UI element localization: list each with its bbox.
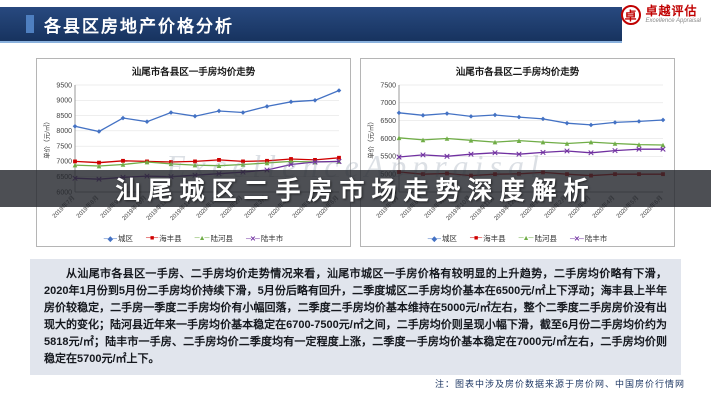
chart-title-first-hand: 汕尾市各县区一手房均价走势 [131,67,256,78]
data-source-note: 注：图表中涉及房价数据来源于房价网、中国房价行情网 [434,379,685,389]
legend-label: 陆丰市 [584,234,608,243]
legend-item: ─■─ 海丰县 [146,233,182,244]
logo-icon: 卓 [620,5,641,25]
legend-label: 海丰县 [159,234,182,243]
overlay-banner: 汕尾城区二手房市场走势深度解析 [0,170,711,207]
legend-marker-icon: ─▲─ [518,235,534,242]
line-chart-first-hand: 60006500700075008000850090009500单价（元/㎡）2… [41,78,346,236]
header-accent-bar [26,15,34,33]
svg-text:单价（元/㎡）: 单价（元/㎡） [42,118,51,159]
page-header: 各县区房地产价格分析 [0,7,622,43]
logo-subtitle: Excellence Appraisal [645,18,701,25]
legend-label: 陆河县 [534,234,558,243]
chart-panel-first-hand: 汕尾市各县区一手房均价走势 60006500700075008000850090… [36,58,351,247]
legend-item: ─✕─ 陆丰市 [246,233,283,244]
svg-text:7500: 7500 [380,82,396,89]
legend-item: ─▲─ 陆河县 [195,233,233,244]
company-logo: 卓 卓越评估 Excellence Appraisal [620,4,701,25]
legend-item: ─✕─ 陆丰市 [570,233,607,244]
charts-row: 汕尾市各县区一手房均价走势 6000 6500 7000 7500 8000 8500 90… [36,58,675,247]
legend-item: ─◆─ 城区 [104,233,133,244]
svg-text:5500: 5500 [380,154,396,161]
logo-name: 卓越评估 [645,4,698,18]
line-chart-second-hand: 4500500055006000650070007500单价（元/㎡）2019年… [365,78,670,236]
svg-text:9500: 9500 [56,82,72,89]
legend-label: 陆河县 [210,234,234,243]
legend-item: ─▲─ 陆河县 [519,233,557,244]
svg-text:8000: 8000 [56,128,72,135]
chart-title-second-hand: 汕尾市各县区二手房均价走势 [455,67,580,78]
legend-marker-icon: ─◆─ [103,235,117,243]
svg-text:7000: 7000 [380,100,396,107]
legend-label: 陆丰市 [260,234,284,243]
svg-text:6500: 6500 [380,118,396,125]
chart-legend-second-hand: ─◆─ 城区 ─■─ 海丰县 ─▲─ 陆河县 ─✕─ 陆丰市 [365,233,670,244]
legend-marker-icon: ─■─ [470,235,482,242]
svg-text:9000: 9000 [56,98,72,105]
legend-item: ─◆─ 城区 [428,233,457,244]
svg-text:8500: 8500 [56,113,72,120]
svg-text:7000: 7000 [56,159,72,166]
chart-panel-second-hand: 汕尾市各县区二手房均价走势 45005000550060006500700075… [360,58,675,247]
svg-text:6000: 6000 [380,136,396,143]
analysis-panel: 从汕尾市各县区一手房、二手房均价走势情况来看，汕尾市城区一手房价格有较明显的上升… [30,259,681,375]
analysis-text: 从汕尾市各县区一手房、二手房均价走势情况来看，汕尾市城区一手房价格有较明显的上升… [44,268,667,365]
legend-marker-icon: ─◆─ [427,235,441,243]
legend-label: 城区 [118,234,133,243]
legend-item: ─■─ 海丰县 [470,233,506,244]
legend-marker-icon: ─✕─ [246,235,260,243]
legend-marker-icon: ─▲─ [194,235,210,242]
svg-text:7500: 7500 [56,143,72,150]
chart-legend-first-hand: ─◆─ 城区 ─■─ 海丰县 ─▲─ 陆河县 ─✕─ 陆丰市 [41,233,346,244]
legend-marker-icon: ─✕─ [570,235,584,243]
page-title: 各县区房地产价格分析 [44,16,234,36]
svg-text:单价（元/㎡）: 单价（元/㎡） [366,118,375,159]
overlay-title: 汕尾城区二手房市场走势深度解析 [115,176,596,205]
legend-label: 海丰县 [483,234,506,243]
legend-label: 城区 [442,234,457,243]
legend-marker-icon: ─■─ [146,235,158,242]
